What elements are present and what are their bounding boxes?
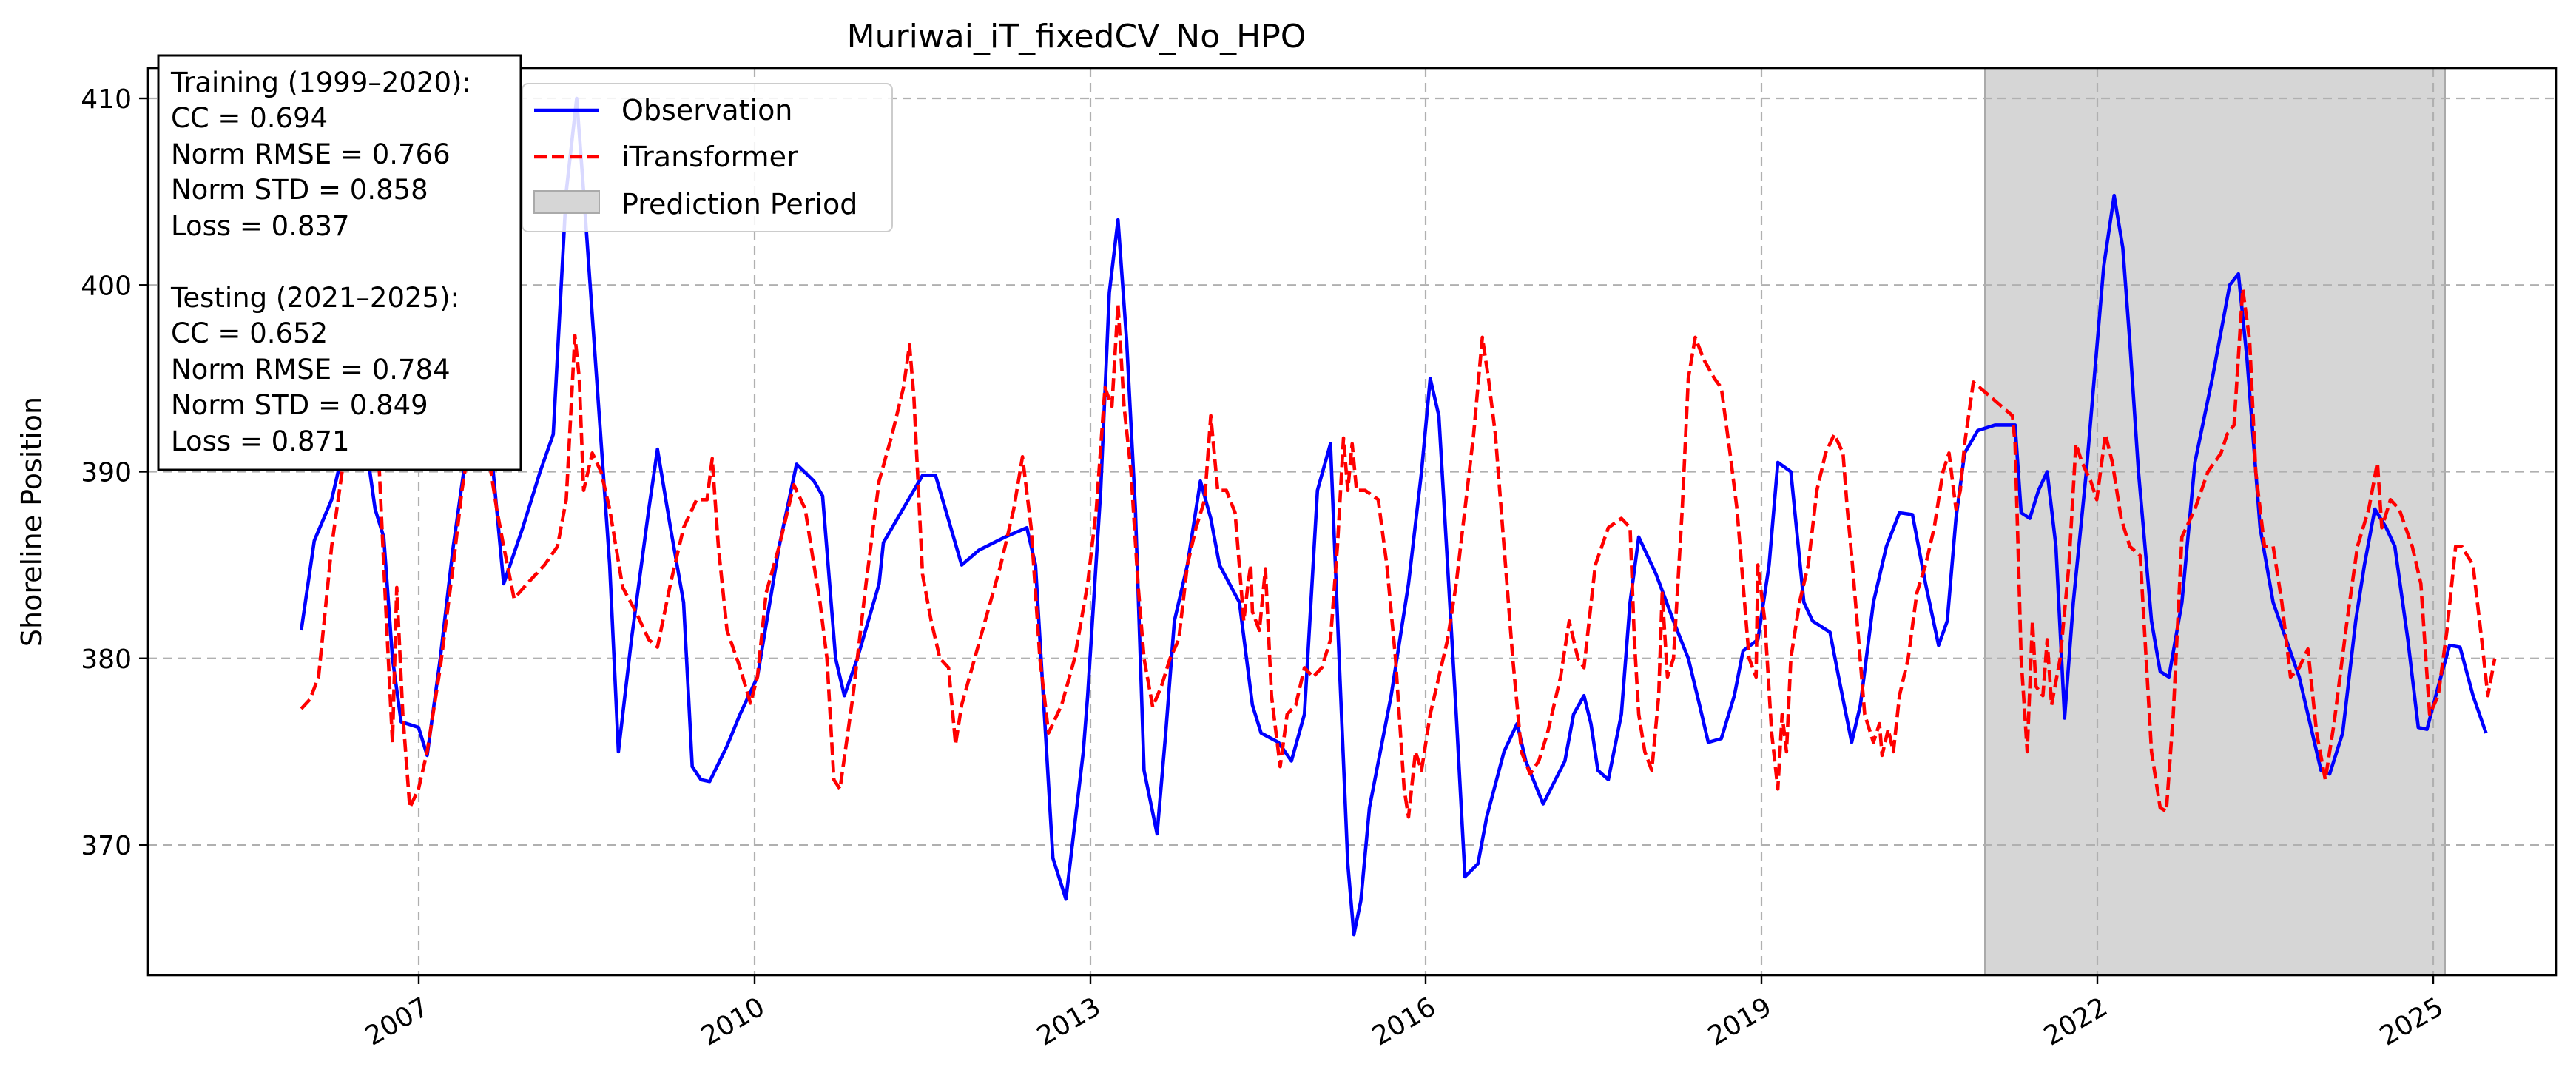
stats-training-cc: CC = 0.694 [171,102,328,134]
stats-testing-loss: Loss = 0.871 [171,425,350,457]
legend: Observation iTransformer Prediction Peri… [522,83,893,232]
series-line-itransformer [300,287,2497,819]
x-tick-label-2022: 2022 [2039,992,2113,1051]
x-tick-label-2019: 2019 [1703,992,1777,1051]
series-layer [299,96,2497,937]
stats-training-rmse: Norm RMSE = 0.766 [171,138,451,170]
x-tick-label-2016: 2016 [1367,992,1441,1051]
stats-testing-rmse: Norm RMSE = 0.784 [171,354,451,386]
stats-testing-std: Norm STD = 0.849 [171,389,428,421]
plot-frame [146,67,2558,977]
stats-testing-header: Testing (2021–2025): [170,282,459,314]
x-tick-label-2013: 2013 [1032,992,1106,1051]
stats-training-header: Training (1999–2020): [170,67,471,98]
legend-observation-label: Observation [621,94,792,127]
series-line-observation [299,96,2488,937]
y-tick-label-390: 390 [81,458,132,488]
legend-itransformer-label: iTransformer [621,141,798,173]
x-tick-label-2010: 2010 [696,992,770,1051]
x-tick-label-2007: 2007 [360,992,434,1051]
prediction-period-band [1984,67,2446,976]
legend-prediction-period-swatch [533,190,600,214]
chart-title: Muriwai_iT_fixedCV_No_HPO [847,18,1306,55]
stats-box: Training (1999–2020): CC = 0.694 Norm RM… [157,54,522,471]
x-tick-label-2025: 2025 [2375,992,2449,1051]
y-axis-label: Shoreline Position [16,397,48,647]
stats-training-std: Norm STD = 0.858 [171,174,428,206]
y-tick-label-370: 370 [81,831,132,861]
stats-testing-cc: CC = 0.652 [171,317,328,349]
legend-prediction-period-label: Prediction Period [621,188,857,220]
y-tick-label-410: 410 [81,84,132,115]
prediction-period-layer [1984,67,2446,976]
y-tick-label-400: 400 [81,271,132,301]
stats-box-frame [157,54,522,471]
stats-training-loss: Loss = 0.837 [171,210,350,242]
legend-frame [522,83,893,232]
y-tick-label-380: 380 [81,644,132,675]
